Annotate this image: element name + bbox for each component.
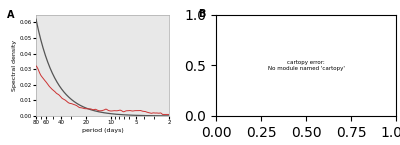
Text: cartopy error:
No module named 'cartopy': cartopy error: No module named 'cartopy' (268, 60, 344, 71)
Text: A: A (7, 10, 14, 20)
X-axis label: period (days): period (days) (82, 128, 123, 133)
Y-axis label: Spectral density: Spectral density (12, 40, 17, 91)
Text: B: B (198, 9, 205, 19)
